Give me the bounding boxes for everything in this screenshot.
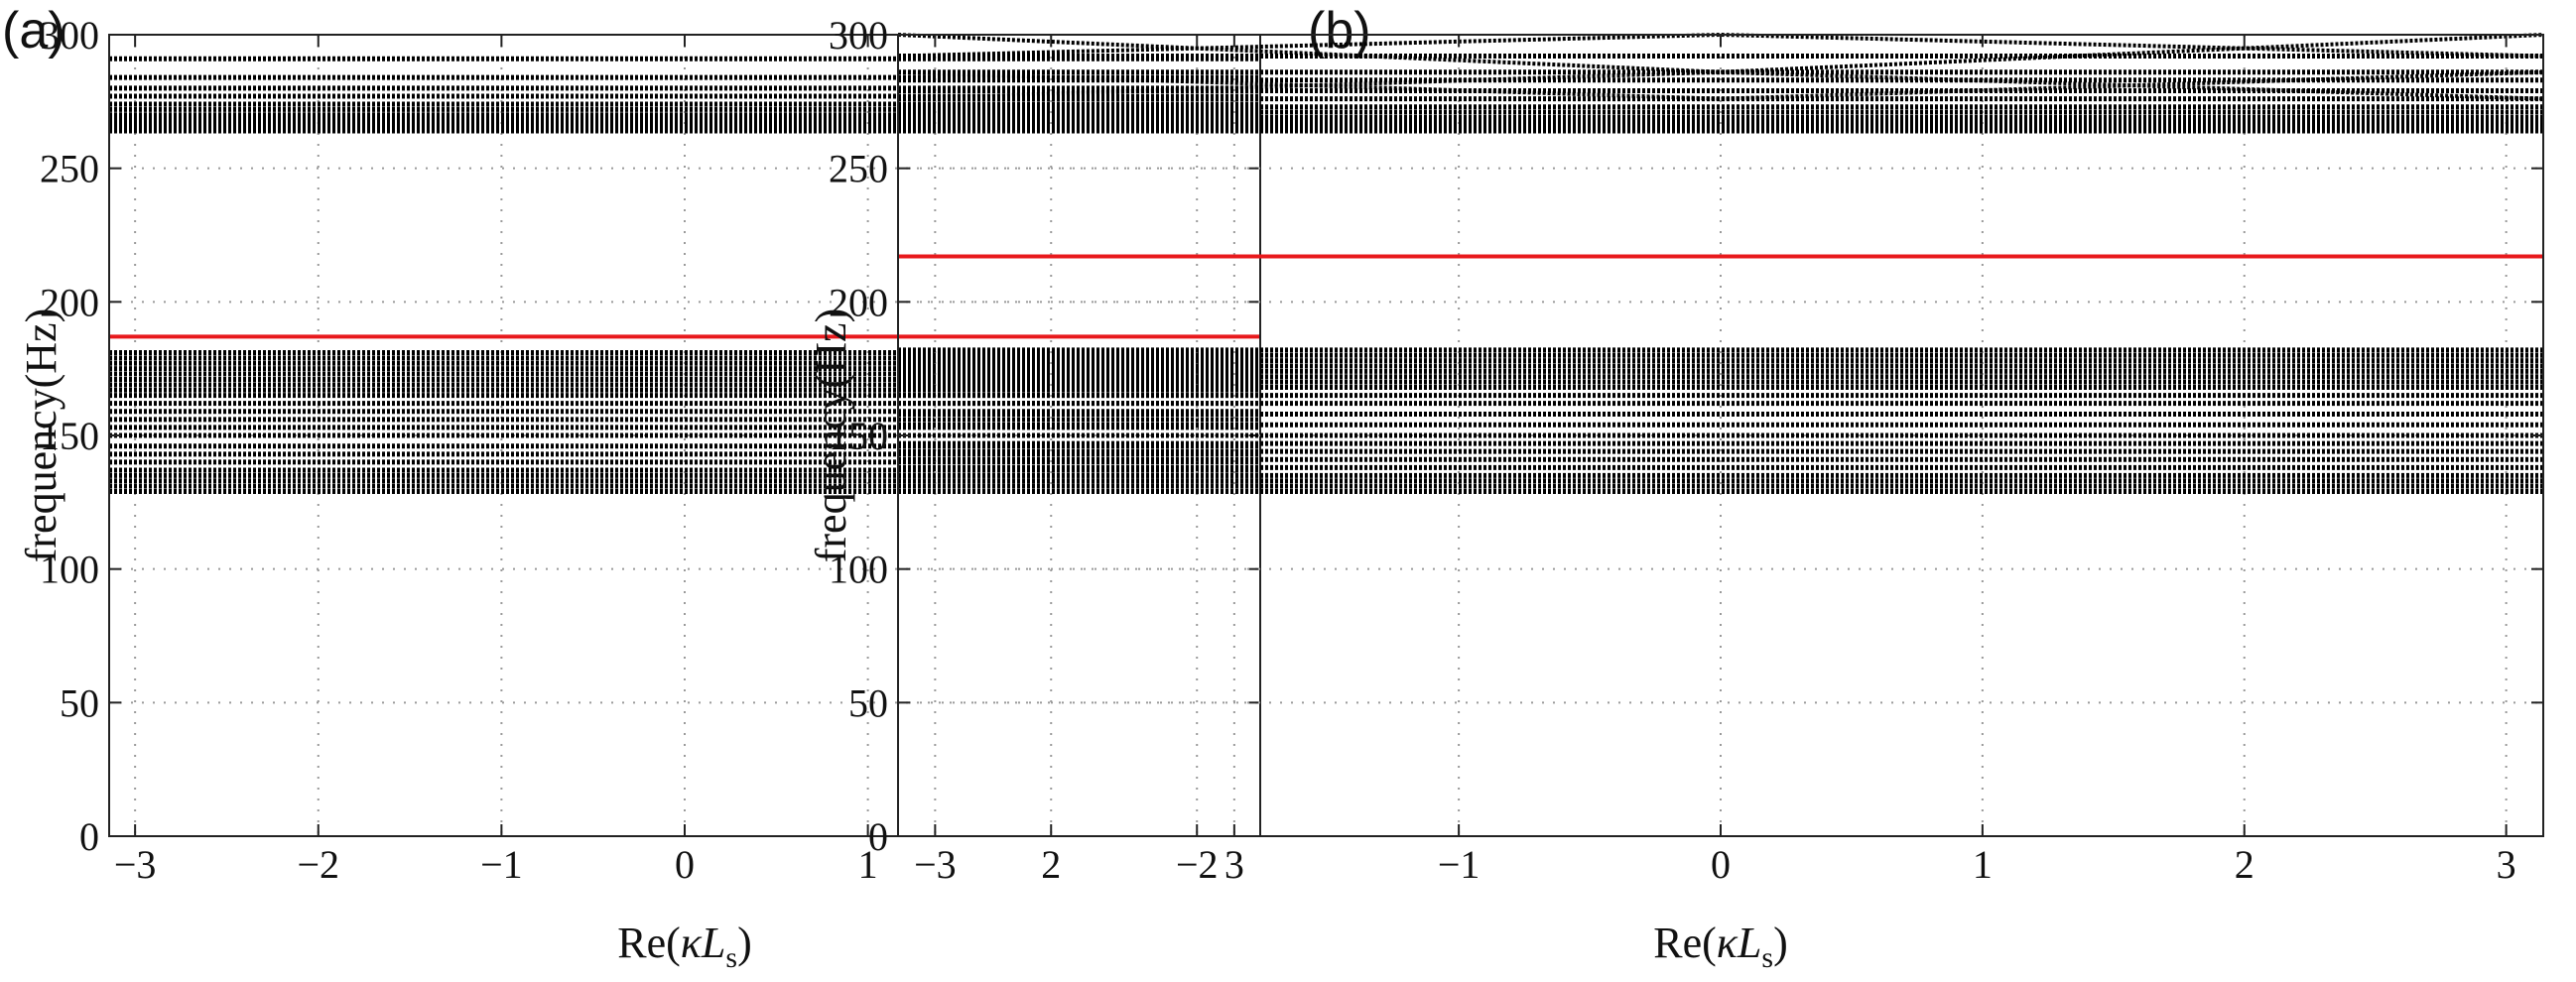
panel-a: (a)−3 −2 −1 0 1 2 3050100150200250300frequency… [2,2,1261,974]
x-axis-title-part: s [725,941,737,974]
y-axis-title: frequency(Hz) [807,308,855,563]
panel-b: (b)−3 −2 −1 0 1 2 3050100150200250300frequency… [807,2,2544,974]
x-axis-title-part: κ [681,919,703,967]
y-tick-label: 150 [40,414,99,458]
y-tick-label: 50 [60,680,99,725]
y-tick-label: 300 [829,13,888,58]
x-tick-label: 2 [1041,842,1061,887]
y-tick-label: 150 [829,414,888,458]
x-tick-label: 0 [1711,842,1731,887]
x-tick-label: 0 [675,842,695,887]
x-tick-label: −1 [480,842,523,887]
x-tick-label: 2 [2235,842,2254,887]
x-tick-label: 1 [858,842,878,887]
y-tick-label: 0 [868,814,888,859]
panel-label: (a) [2,2,65,60]
y-tick-label: 250 [829,147,888,191]
x-axis-title-part: L [701,919,725,967]
x-axis-title: Re(κLs) [1653,919,1787,974]
x-tick-label: 3 [1224,842,1244,887]
y-tick-label: 200 [40,280,99,324]
y-tick-label: 100 [829,548,888,592]
x-tick-label: −1 [1438,842,1481,887]
y-tick-label: 50 [848,680,888,725]
y-tick-label: 250 [40,147,99,191]
x-tick-label: −2 [1176,842,1219,887]
x-axis-title-part: ) [737,919,752,967]
x-axis-title-part: Re( [617,919,681,967]
x-axis-title-part: κ [1717,919,1739,967]
x-axis-title-part: Re( [1653,919,1717,967]
panel-label: (b) [1308,2,1371,60]
y-tick-label: 0 [79,814,99,859]
y-axis-title: frequency(Hz) [17,308,65,563]
x-axis-title-part: ) [1773,919,1788,967]
x-axis-title-part: L [1737,919,1761,967]
crossing-bands [897,32,2544,101]
x-axis-title: Re(κLs) [617,919,751,974]
band-series [898,54,2543,495]
x-tick-label: −3 [114,842,157,887]
band-series [109,56,1260,495]
x-tick-label: −2 [297,842,339,887]
dispersive-band [897,69,2544,101]
x-tick-label: 1 [1973,842,1993,887]
y-tick-label: 100 [40,548,99,592]
x-tick-label: 3 [2497,842,2516,887]
dispersive-band [897,69,2544,101]
x-axis-title-part: s [1761,941,1773,974]
y-tick-label: 200 [829,280,888,324]
x-tick-label: −3 [914,842,957,887]
dispersive-band [897,33,2544,74]
y-tick-label: 300 [40,13,99,58]
